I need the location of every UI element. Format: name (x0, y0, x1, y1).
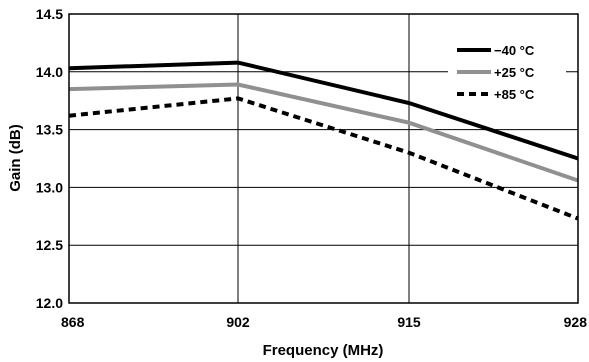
series-lines (68, 60, 579, 221)
y-tick-label: 14.5 (36, 6, 63, 22)
series-line (68, 60, 579, 161)
tick-labels: 12.0 12.5 13.0 13.5 14.0 14.5 868 902 915 928 (36, 6, 587, 330)
x-tick-label: 902 (226, 314, 250, 330)
x-axis-title: Frequency (MHz) (263, 342, 384, 359)
y-axis-title: Gain (dB) (7, 124, 24, 192)
y-tick-label: 12.5 (36, 237, 63, 253)
y-tick-label: 13.5 (36, 122, 63, 138)
y-tick-label: 12.0 (36, 295, 63, 311)
legend: −40 °C +25 °C +85 °C (448, 36, 566, 106)
series-line (68, 82, 579, 183)
x-tick-label: 928 (564, 314, 588, 330)
plot-frame (68, 13, 579, 304)
legend-label: −40 °C (494, 43, 535, 58)
legend-label: +85 °C (494, 87, 535, 102)
x-tick-label: 868 (61, 314, 85, 330)
x-tick-label: 915 (397, 314, 421, 330)
y-tick-label: 13.0 (36, 179, 63, 195)
legend-label: +25 °C (494, 65, 535, 80)
series-line (68, 96, 579, 221)
y-tick-label: 14.0 (36, 64, 63, 80)
